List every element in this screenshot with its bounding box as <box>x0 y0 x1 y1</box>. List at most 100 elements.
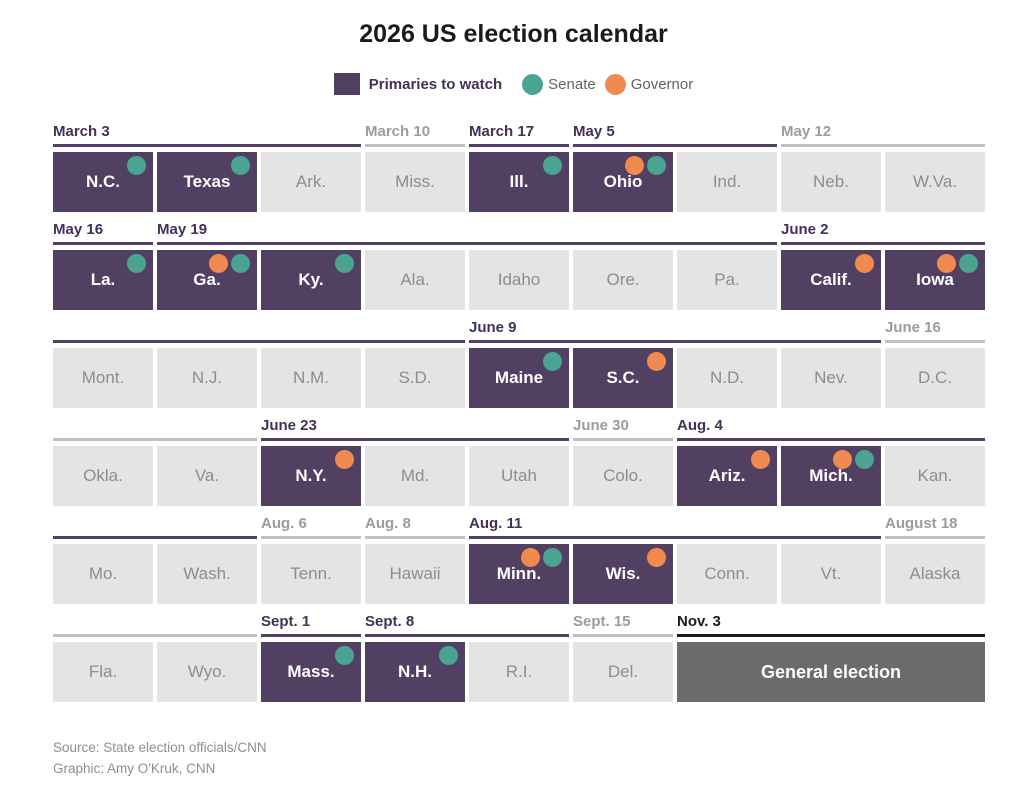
race-dots <box>209 254 250 273</box>
governor-dot-icon <box>647 352 666 371</box>
state-label: Texas <box>183 172 231 191</box>
state-label: Ark. <box>295 172 327 191</box>
state-cell-r-i: R.I. <box>469 642 569 702</box>
date-line-continuation <box>53 514 257 539</box>
race-dots <box>625 156 666 175</box>
date-label-june-16: June 16 <box>885 318 985 343</box>
state-cell-ill: Ill. <box>469 152 569 212</box>
senate-dot-icon <box>231 254 250 273</box>
date-label-aug-8: Aug. 8 <box>365 514 465 539</box>
state-label: D.C. <box>918 368 952 387</box>
race-dots <box>439 646 458 665</box>
state-cell-row: N.C. Texas Ark. Miss. Ill. Ohio Ind. Neb. W.Va. <box>53 152 985 212</box>
state-cell-hawaii: Hawaii <box>365 544 465 604</box>
state-label: Conn. <box>704 564 750 583</box>
date-label-sept-15: Sept. 15 <box>573 612 673 637</box>
state-cell-vt: Vt. <box>781 544 881 604</box>
state-label: Pa. <box>714 270 740 289</box>
senate-dot-icon <box>543 352 562 371</box>
state-cell-n-m: N.M. <box>261 348 361 408</box>
governor-dot-icon <box>335 450 354 469</box>
senate-dot-icon <box>855 450 874 469</box>
date-label-row: Sept. 1 Sept. 8 Sept. 15 Nov. 3 <box>53 612 985 637</box>
state-cell-wash: Wash. <box>157 544 257 604</box>
state-cell-ga: Ga. <box>157 250 257 310</box>
state-label: Mo. <box>88 564 118 583</box>
date-label-row: Aug. 6 Aug. 8 Aug. 11 August 18 <box>53 514 985 539</box>
date-label-june-23: June 23 <box>261 416 569 441</box>
date-label-august-18: August 18 <box>885 514 985 539</box>
credit-line: Graphic: Amy O'Kruk, CNN <box>53 761 216 776</box>
state-label: Kan. <box>917 466 953 485</box>
state-cell-wyo: Wyo. <box>157 642 257 702</box>
legend-governor-label: Governor <box>630 75 694 93</box>
state-label: Nev. <box>814 368 848 387</box>
date-label-row: June 9 June 16 <box>53 318 985 343</box>
state-cell-ky: Ky. <box>261 250 361 310</box>
state-cell-utah: Utah <box>469 446 569 506</box>
state-label: Ariz. <box>708 466 746 485</box>
governor-dot-icon <box>855 254 874 273</box>
senate-dot-icon <box>335 254 354 273</box>
state-cell-row: Mo. Wash. Tenn. Hawaii Minn. Wis. Conn. Vt. Alas… <box>53 544 985 604</box>
date-label-aug-4: Aug. 4 <box>677 416 985 441</box>
state-label: Vt. <box>820 564 842 583</box>
state-cell-idaho: Idaho <box>469 250 569 310</box>
state-cell-md: Md. <box>365 446 465 506</box>
state-label: Va. <box>194 466 220 485</box>
state-cell-tenn: Tenn. <box>261 544 361 604</box>
race-dots <box>937 254 978 273</box>
date-label-aug-6: Aug. 6 <box>261 514 361 539</box>
state-label: Wash. <box>183 564 231 583</box>
calendar-row: Sept. 1 Sept. 8 Sept. 15 Nov. 3 Fla. Wyo. Mass… <box>53 612 985 702</box>
state-label: Idaho <box>497 270 541 289</box>
date-label-march-10: March 10 <box>365 122 465 147</box>
state-cell-calif: Calif. <box>781 250 881 310</box>
date-label-row: June 23 June 30 Aug. 4 <box>53 416 985 441</box>
race-dots <box>231 156 250 175</box>
date-line-continuation <box>53 416 257 441</box>
race-dots <box>647 352 666 371</box>
state-cell-kan: Kan. <box>885 446 985 506</box>
state-label: Minn. <box>496 564 542 583</box>
state-label: Miss. <box>395 172 435 191</box>
state-label: Mich. <box>809 466 853 485</box>
state-label: La. <box>90 270 116 289</box>
state-label: Ill. <box>509 172 529 191</box>
state-cell-la: La. <box>53 250 153 310</box>
state-cell-va: Va. <box>157 446 257 506</box>
date-line-continuation <box>53 612 257 637</box>
state-cell-d-c: D.C. <box>885 348 985 408</box>
race-dots <box>335 450 354 469</box>
state-cell-colo: Colo. <box>573 446 673 506</box>
date-label-aug-11: Aug. 11 <box>469 514 881 539</box>
state-label: Calif. <box>810 270 852 289</box>
date-label-row: March 3 March 10 March 17 May 5 May 12 <box>53 122 985 147</box>
governor-dot-icon <box>604 73 626 95</box>
date-label-sept-1: Sept. 1 <box>261 612 361 637</box>
state-label: N.Y. <box>295 466 327 485</box>
state-label: Ala. <box>400 270 430 289</box>
state-cell-n-d: N.D. <box>677 348 777 408</box>
state-cell-row: Mont. N.J. N.M. S.D. Maine S.C. N.D. Nev. D.C. <box>53 348 985 408</box>
date-label-may-16: May 16 <box>53 220 153 245</box>
senate-dot-icon <box>543 548 562 567</box>
state-cell-mont: Mont. <box>53 348 153 408</box>
state-cell-neb: Neb. <box>781 152 881 212</box>
state-cell-fla: Fla. <box>53 642 153 702</box>
race-dots <box>833 450 874 469</box>
state-label: N.C. <box>86 172 120 191</box>
senate-dot-icon <box>522 73 544 95</box>
governor-dot-icon <box>751 450 770 469</box>
state-label: Ga. <box>193 270 221 289</box>
state-cell-row: Okla. Va. N.Y. Md. Utah Colo. Ariz. Mich. Kan. <box>53 446 985 506</box>
date-label-june-2: June 2 <box>781 220 985 245</box>
state-cell-ark: Ark. <box>261 152 361 212</box>
legend-primaries-label: Primaries to watch <box>368 75 503 93</box>
state-label: Okla. <box>83 466 123 485</box>
state-label: Mont. <box>81 368 125 387</box>
race-dots <box>543 156 562 175</box>
legend: Primaries to watch Senate Governor <box>0 73 1027 95</box>
state-cell-n-h: N.H. <box>365 642 465 702</box>
date-label-sept-8: Sept. 8 <box>365 612 569 637</box>
